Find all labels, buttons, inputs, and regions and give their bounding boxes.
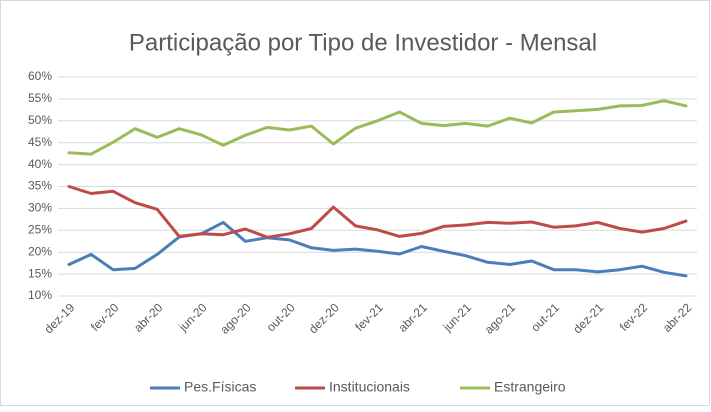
- series-line: [67, 185, 688, 239]
- series-line: [67, 220, 688, 278]
- y-tick-label: 55%: [28, 91, 52, 105]
- y-tick-label: 25%: [28, 222, 52, 236]
- legend-label: Estrangeiro: [494, 379, 566, 395]
- y-tick-label: 20%: [28, 244, 52, 258]
- legend-label: Institucionais: [329, 379, 410, 395]
- y-tick-label: 10%: [28, 288, 52, 302]
- y-tick-label: 40%: [28, 157, 52, 171]
- y-tick-label: 45%: [28, 135, 52, 149]
- y-tick-label: 30%: [28, 201, 52, 215]
- chart-title: Participação por Tipo de Investidor - Me…: [129, 29, 597, 56]
- y-tick-label: 60%: [28, 69, 52, 83]
- series-line: [67, 99, 688, 156]
- y-tick-label: 35%: [28, 179, 52, 193]
- y-tick-label: 15%: [28, 266, 52, 280]
- legend-label: Pes.Físicas: [184, 379, 256, 395]
- y-tick-label: 50%: [28, 113, 52, 127]
